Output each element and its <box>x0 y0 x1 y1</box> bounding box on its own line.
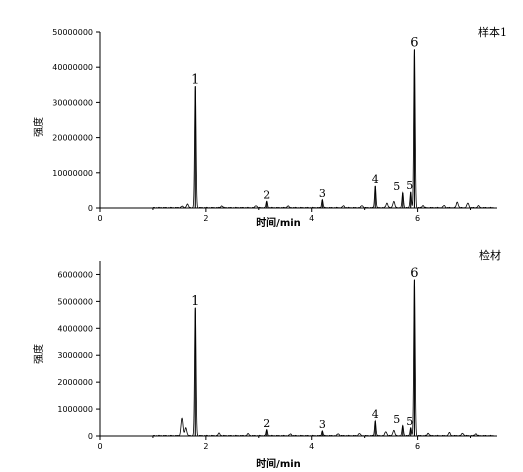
peak-label: 4 <box>372 408 379 421</box>
x-tick-label: 6 <box>415 214 420 223</box>
x-tick-label: 4 <box>309 442 314 451</box>
chromatogram-trace <box>152 49 495 209</box>
chromatogram-trace <box>152 279 495 437</box>
y-tick-label: 1000000 <box>57 405 93 414</box>
y-tick-label: 0 <box>88 204 93 213</box>
x-tick-label: 2 <box>203 442 208 451</box>
chart-title: 检材 <box>479 248 501 262</box>
peak-label: 1 <box>191 294 199 309</box>
y-tick-label: 30000000 <box>52 98 93 107</box>
y-tick-label: 50000000 <box>52 28 93 37</box>
peak-label: 1 <box>191 73 199 88</box>
y-tick-label: 5000000 <box>57 297 93 306</box>
y-tick-label: 2000000 <box>57 378 93 387</box>
x-tick-label: 0 <box>97 442 102 451</box>
peak-label: 6 <box>410 36 418 51</box>
peak-label: 5 <box>406 415 413 428</box>
y-tick-label: 40000000 <box>52 63 93 72</box>
peak-label: 6 <box>410 266 418 281</box>
y-axis-label: 强度 <box>32 344 45 364</box>
chart-specimen: 0 1000000 2000000 3000000 4000000 5000000 6000… <box>32 248 501 470</box>
y-tick-label: 0 <box>88 432 93 441</box>
y-tick-label: 6000000 <box>57 270 93 279</box>
peak-label: 2 <box>263 417 270 430</box>
x-axis-label: 时间/min <box>256 457 301 470</box>
chart-sample: 0 10000000 20000000 30000000 40000000 5000000… <box>32 25 507 229</box>
peak-label: 3 <box>319 418 326 431</box>
x-tick-label: 0 <box>97 214 102 223</box>
x-axis-label: 时间/min <box>256 216 301 229</box>
x-tick-label: 6 <box>415 442 420 451</box>
x-tick-label: 4 <box>309 214 314 223</box>
y-axis-label: 强度 <box>32 117 45 137</box>
y-tick-label: 3000000 <box>57 351 93 360</box>
peak-label: 3 <box>319 187 326 200</box>
x-tick-label: 2 <box>203 214 208 223</box>
peak-label: 5 <box>393 180 400 193</box>
y-tick-label: 4000000 <box>57 324 93 333</box>
y-tick-label: 10000000 <box>52 169 93 178</box>
peak-label: 5 <box>406 179 413 192</box>
peak-label: 2 <box>263 189 270 202</box>
y-tick-label: 20000000 <box>52 134 93 143</box>
peak-label: 4 <box>372 173 379 186</box>
chart-title: 样本1 <box>478 25 507 39</box>
peak-label: 5 <box>393 413 400 426</box>
